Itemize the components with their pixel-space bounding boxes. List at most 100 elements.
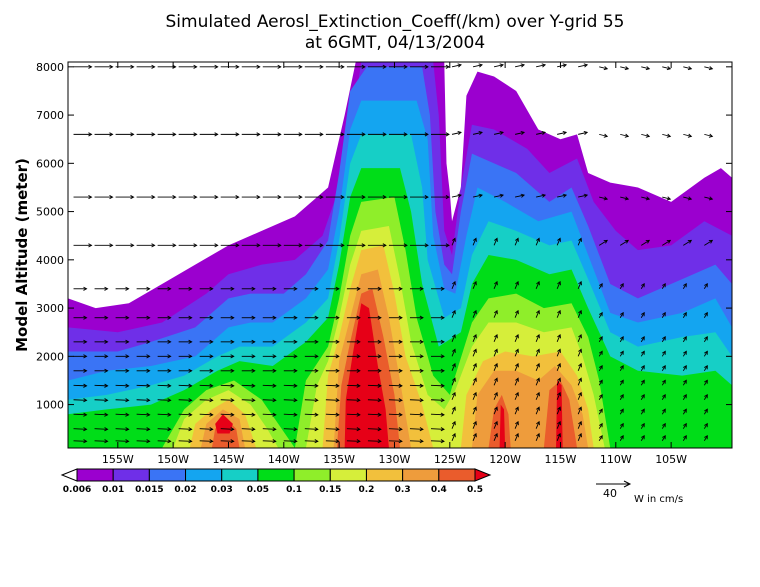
wind-vector-head — [109, 64, 114, 69]
x-tick-label: 150W — [157, 453, 189, 466]
wind-vector-head — [251, 339, 256, 344]
contour-fill — [68, 62, 732, 448]
wind-vector — [430, 384, 445, 387]
wind-vector-head — [277, 64, 282, 69]
wind-vector — [640, 394, 645, 400]
wind-vector-head — [440, 315, 445, 320]
wind-vector-head — [340, 132, 345, 137]
wind-vector — [556, 310, 561, 318]
wind-vector — [682, 435, 687, 441]
wind-vector-head — [209, 427, 214, 432]
wind-vector-head — [293, 368, 298, 373]
colorbar-segment — [257, 468, 295, 482]
wind-vector-head — [440, 412, 445, 417]
wind-vector — [514, 64, 525, 68]
wind-vector-head — [293, 339, 298, 344]
wind-vector-head — [578, 309, 582, 315]
wind-vector — [619, 394, 624, 400]
wind-vector-head — [251, 398, 256, 403]
wind-vector-head — [83, 315, 88, 320]
wind-vector-head — [256, 64, 261, 69]
wind-vector — [619, 435, 624, 441]
wind-vector — [472, 421, 477, 429]
wind-vector-head — [557, 333, 561, 339]
wind-vector-head — [188, 354, 193, 359]
wind-vector — [94, 413, 108, 416]
wind-vector — [157, 440, 171, 442]
wind-vector-head — [319, 195, 324, 200]
wind-vector — [241, 384, 255, 387]
wind-vector — [536, 131, 546, 135]
wind-vector-head — [704, 379, 708, 384]
wind-vector — [682, 336, 687, 343]
colorbar-level-label: 0.5 — [467, 485, 483, 495]
wind-vector-head — [520, 193, 526, 198]
wind-vector — [619, 380, 624, 386]
y-tick-label: 3000 — [36, 302, 64, 315]
wind-vector-head — [473, 432, 477, 438]
wind-vector-head — [167, 339, 172, 344]
wind-vector-head — [583, 130, 589, 136]
wind-vector — [598, 351, 603, 357]
wind-vector-head — [83, 427, 88, 432]
wind-vector-head — [188, 439, 193, 444]
wind-vector — [493, 131, 504, 135]
wind-vector-head — [356, 383, 361, 388]
wind-vector-head — [557, 406, 561, 411]
wind-vector — [682, 365, 687, 372]
wind-vector-head — [494, 333, 498, 339]
wind-vector-head — [473, 406, 477, 411]
wind-vector — [451, 64, 462, 68]
wind-vector — [136, 413, 150, 416]
wind-vector-head — [277, 132, 282, 137]
wind-vector — [325, 413, 339, 416]
wind-vector-head — [536, 362, 540, 368]
wind-vector-head — [562, 63, 568, 68]
wind-vector — [136, 440, 150, 442]
wind-vector — [535, 310, 540, 318]
wind-vector-head — [377, 412, 382, 417]
wind-vector — [535, 433, 540, 441]
wind-vector — [472, 407, 477, 415]
wind-vector — [472, 433, 477, 441]
wind-vector — [556, 238, 561, 246]
wind-vector-head — [335, 339, 340, 344]
wind-vector-head — [398, 286, 403, 291]
wind-vector-head — [104, 368, 109, 373]
wind-vector-head — [687, 133, 693, 138]
wind-vector-head — [214, 132, 219, 137]
wind-vector — [619, 423, 624, 429]
wind-vector — [493, 194, 504, 198]
x-tick-label: 130W — [379, 453, 411, 466]
wind-vector-head — [88, 132, 93, 137]
wind-vector-head — [536, 237, 540, 242]
wind-vector-head — [515, 333, 519, 339]
wind-vector-head — [704, 434, 708, 440]
wind-vector-head — [298, 195, 303, 200]
contour-band-15 — [499, 404, 506, 448]
wind-vector — [451, 363, 456, 371]
wind-vector — [346, 413, 360, 416]
wind-vector — [493, 421, 498, 429]
wind-vector — [599, 133, 608, 137]
wind-vector-head — [578, 420, 582, 426]
wind-vector-head — [494, 280, 498, 286]
chart-title-line2: at 6GMT, 04/13/2004 — [305, 33, 485, 53]
wind-vector — [388, 440, 402, 442]
wind-vector — [514, 334, 519, 343]
wind-vector — [409, 384, 423, 387]
wind-vector — [178, 428, 192, 430]
wind-vector-head — [451, 309, 456, 315]
wind-vector-head — [298, 64, 303, 69]
wind-vector-head — [641, 282, 645, 288]
colorbar-segment — [402, 468, 440, 482]
wind-vector-head — [641, 422, 645, 428]
wind-vector-head — [403, 132, 408, 137]
wind-vector — [640, 312, 645, 318]
wind-vector — [493, 349, 498, 357]
wind-vector — [199, 428, 213, 430]
wind-vector — [556, 392, 561, 400]
wind-vector-head — [251, 286, 256, 291]
wind-vector — [262, 428, 276, 430]
